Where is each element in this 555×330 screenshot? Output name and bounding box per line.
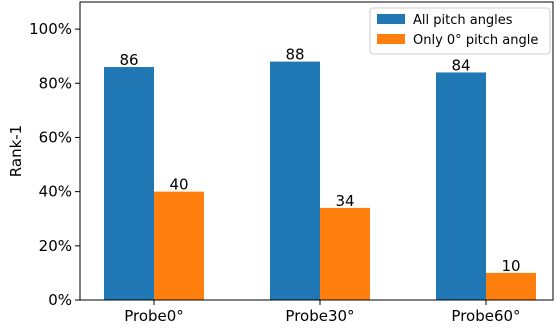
bar-all-pitch-1 [270,61,320,300]
plot-frame [79,1,554,301]
x-tick-label: Probe60° [451,307,520,325]
bar-zero-pitch-2 [486,272,536,300]
y-tick-label: 20% [39,237,72,255]
legend-label: Only 0° pitch angle [413,33,538,48]
bar-all-pitch-2 [436,72,486,300]
legend-label: All pitch angles [413,13,513,28]
legend-swatch [377,14,405,24]
bar-zero-pitch-0 [154,191,204,300]
y-tick-label: 80% [39,74,72,92]
y-axis-title: Rank-1 [7,125,25,177]
legend-swatch [377,34,405,44]
data-label: 34 [335,192,354,210]
y-axis: 0% 20% 40% 60% 80% 100% [29,20,80,309]
data-label: 40 [169,176,188,194]
bar-zero-pitch-1 [320,207,370,300]
data-label: 84 [451,56,470,74]
data-labels: 86 40 88 34 84 10 [119,46,520,275]
legend-box [369,7,551,55]
bars [104,61,536,300]
data-label: 88 [285,46,304,64]
y-tick-label: 100% [29,20,72,38]
x-tick-label: Probe30° [285,307,354,325]
x-axis: Probe0° Probe30° Probe60° [124,300,521,325]
y-tick-label: 60% [39,128,72,146]
y-tick-label: 0% [48,291,72,309]
legend: All pitch angles Only 0° pitch angle [369,7,551,55]
y-tick-label: 40% [39,183,72,201]
x-tick-label: Probe0° [124,307,184,325]
bar-all-pitch-0 [104,67,154,300]
data-label: 10 [501,257,520,275]
data-label: 86 [119,51,138,69]
